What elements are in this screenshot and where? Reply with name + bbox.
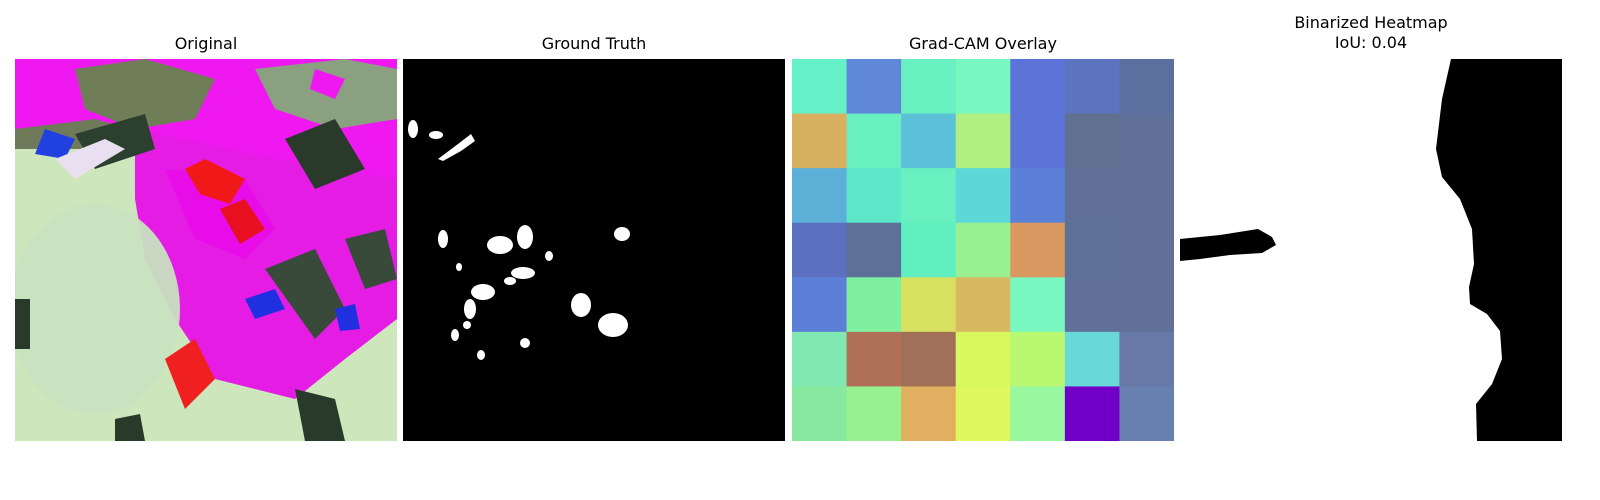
gradcam-cell <box>901 222 957 278</box>
gradcam-cell <box>955 222 1011 278</box>
original-image <box>15 59 397 441</box>
gradcam-cell <box>1010 222 1066 278</box>
gradcam-cell <box>901 59 957 115</box>
gradcam-cell <box>1119 222 1174 278</box>
gradcam-cell <box>955 277 1011 333</box>
gradcam-cell <box>901 331 957 387</box>
gradcam-cell <box>792 277 848 333</box>
ground-truth-title: Ground Truth <box>541 34 647 53</box>
gradcam-cell <box>1064 59 1120 115</box>
gradcam-title: Grad-CAM Overlay <box>909 34 1057 53</box>
gradcam-cell <box>955 113 1011 169</box>
ground-truth-mask <box>403 59 785 441</box>
gradcam-cell <box>1119 59 1174 115</box>
original-title: Original <box>174 34 238 53</box>
gradcam-cell <box>901 277 957 333</box>
gradcam-cell <box>901 113 957 169</box>
gradcam-overlay <box>792 59 1174 441</box>
gradcam-cell <box>1010 168 1066 224</box>
gradcam-cell <box>846 59 902 115</box>
gradcam-cell <box>1064 386 1120 441</box>
gradcam-cell <box>846 222 902 278</box>
gradcam-cell <box>955 331 1011 387</box>
gradcam-cell <box>955 59 1011 115</box>
gradcam-cell <box>901 386 957 441</box>
gradcam-cell <box>846 331 902 387</box>
gradcam-cell <box>792 59 848 115</box>
gradcam-cell <box>1119 386 1174 441</box>
gradcam-cell <box>792 331 848 387</box>
gradcam-cell <box>846 113 902 169</box>
gradcam-cell <box>1119 331 1174 387</box>
gradcam-cell <box>1010 386 1066 441</box>
iou-label: IoU: 0.04 <box>1334 33 1408 52</box>
gradcam-grid <box>792 59 1174 441</box>
gradcam-cell <box>1064 331 1120 387</box>
gradcam-cell <box>1010 113 1066 169</box>
binarized-heatmap <box>1180 59 1562 441</box>
gradcam-cell <box>846 168 902 224</box>
gradcam-cell <box>1010 331 1066 387</box>
gradcam-cell <box>792 113 848 169</box>
gradcam-cell <box>1064 277 1120 333</box>
gradcam-cell <box>955 168 1011 224</box>
gradcam-cell <box>792 386 848 441</box>
gradcam-cell <box>1119 113 1174 169</box>
gradcam-cell <box>792 222 848 278</box>
gradcam-cell <box>792 168 848 224</box>
gradcam-cell <box>955 386 1011 441</box>
gradcam-cell <box>1064 222 1120 278</box>
gradcam-cell <box>846 277 902 333</box>
gradcam-cell <box>1064 168 1120 224</box>
gradcam-cell <box>1010 277 1066 333</box>
gradcam-cell <box>846 386 902 441</box>
gradcam-cell <box>1119 168 1174 224</box>
gradcam-cell <box>1010 59 1066 115</box>
binarized-title: Binarized Heatmap <box>1294 13 1448 32</box>
gradcam-cell <box>901 168 957 224</box>
gradcam-cell <box>1064 113 1120 169</box>
gradcam-cell <box>1119 277 1174 333</box>
